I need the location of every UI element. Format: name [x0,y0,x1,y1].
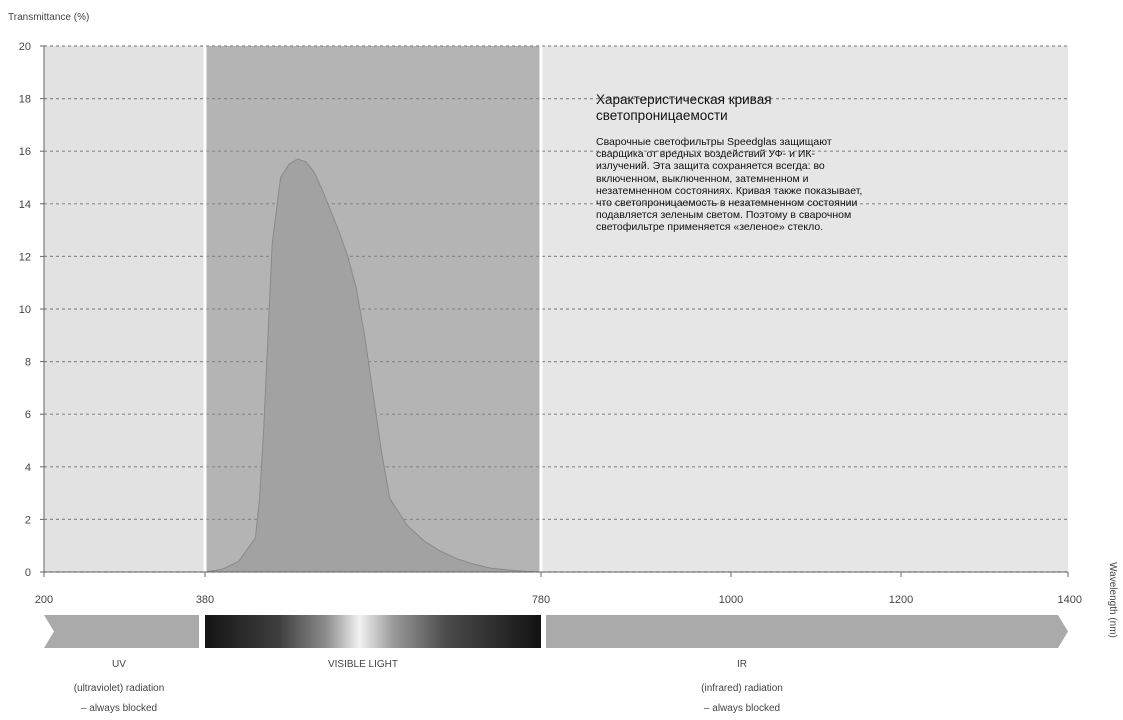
y-tick-label: 8 [25,357,31,369]
region-separators [203,46,543,576]
band-label-visible: VISIBLE LIGHT [328,659,398,670]
band-note-ir-2: – always blocked [704,703,780,714]
x-tick-label: 1200 [889,594,913,606]
y-tick-label: 10 [19,304,31,316]
y-axis-title: Transmittance (%) [8,12,89,23]
x-axis-title: Wavelength (nm) [1107,562,1118,638]
y-tick-label: 16 [19,146,31,158]
annotation-body: Сварочные светофильтры Speedglas защищаю… [596,136,863,234]
band-labels: UV (ultraviolet) radiation – always bloc… [74,659,783,714]
band-note-uv-1: (ultraviolet) radiation [74,683,165,694]
visible-light-spectrum [205,615,541,648]
x-tick-label: 380 [196,594,214,606]
x-axis-ticks: 200 380 780 1000 1200 1400 [35,572,1082,606]
x-tick-label: 200 [35,594,53,606]
y-tick-label: 6 [25,409,31,421]
spectrum-band [44,615,1068,648]
y-tick-label: 18 [19,94,31,106]
y-tick-label: 20 [19,41,31,53]
y-tick-label: 12 [19,251,31,263]
band-label-ir: IR [737,659,747,670]
annotation-title: Характеристическая кривая светопроницаем… [596,92,772,123]
gridlines [44,45,1068,573]
x-tick-label: 780 [532,594,550,606]
uv-band-arrow [44,615,199,648]
y-tick-label: 14 [19,199,31,211]
ir-band-arrow [546,615,1068,648]
band-note-uv-2: – always blocked [81,703,157,714]
band-note-ir-1: (infrared) radiation [701,683,783,694]
band-label-uv: UV [112,659,126,670]
y-tick-label: 4 [25,462,31,474]
y-tick-label: 2 [25,514,31,526]
x-tick-label: 1000 [719,594,743,606]
x-tick-label: 1400 [1058,594,1082,606]
transmittance-curve [204,158,542,573]
y-axis-ticks: 0 2 4 6 8 10 12 14 16 18 20 [19,41,44,579]
chart-annotation: Характеристическая кривая светопроницаем… [596,92,864,234]
y-tick-label: 0 [25,567,31,579]
